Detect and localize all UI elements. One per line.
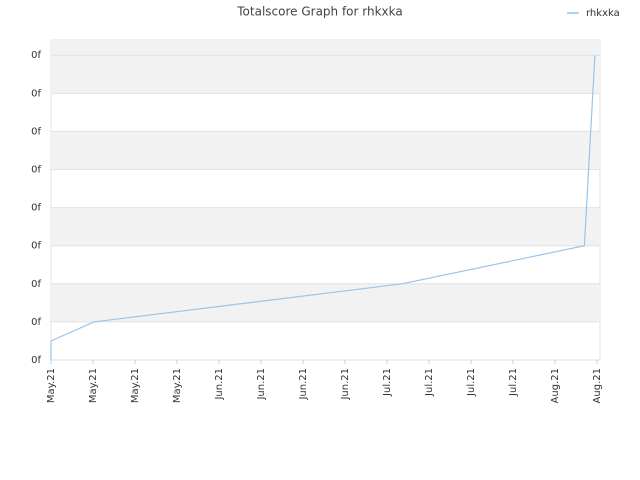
x-tick-label: Jun.21: [256, 368, 267, 401]
grid-band: [51, 55, 600, 94]
grid-band: [51, 207, 600, 246]
x-tick-label: Jun.21: [340, 368, 351, 401]
y-tick-label: 0f: [31, 355, 41, 366]
x-tick-label: Jul.21: [424, 368, 435, 397]
grid-band: [51, 40, 600, 56]
grid-band: [51, 131, 600, 170]
legend-label: rhkxka: [586, 8, 620, 19]
grid-band: [51, 283, 600, 322]
y-tick-label: 0f: [31, 241, 41, 252]
y-tick-label: 0f: [31, 165, 41, 176]
x-tick-label: Jun.21: [214, 368, 225, 401]
y-tick-label: 0f: [31, 88, 41, 99]
x-tick-label: Jul.21: [382, 368, 393, 397]
chart-title: Totalscore Graph for rhkxka: [236, 5, 403, 19]
x-tick-label: Aug.21: [592, 368, 603, 403]
x-tick-label: Jul.21: [466, 368, 477, 397]
x-tick-label: May.21: [172, 368, 183, 403]
y-tick-label: 0f: [31, 126, 41, 137]
y-tick-label: 0f: [31, 279, 41, 290]
x-tick-label: Aug.21: [550, 368, 561, 403]
y-tick-label: 0f: [31, 317, 41, 328]
y-tick-label: 0f: [31, 50, 41, 61]
y-tick-label: 0f: [31, 203, 41, 214]
x-tick-label: May.21: [130, 368, 141, 403]
data-line: [50, 55, 596, 360]
x-tick-label: Jun.21: [298, 368, 309, 401]
x-tick-label: Jul.21: [508, 368, 519, 397]
x-tick-label: May.21: [46, 368, 57, 403]
x-tick-label: May.21: [88, 368, 99, 403]
